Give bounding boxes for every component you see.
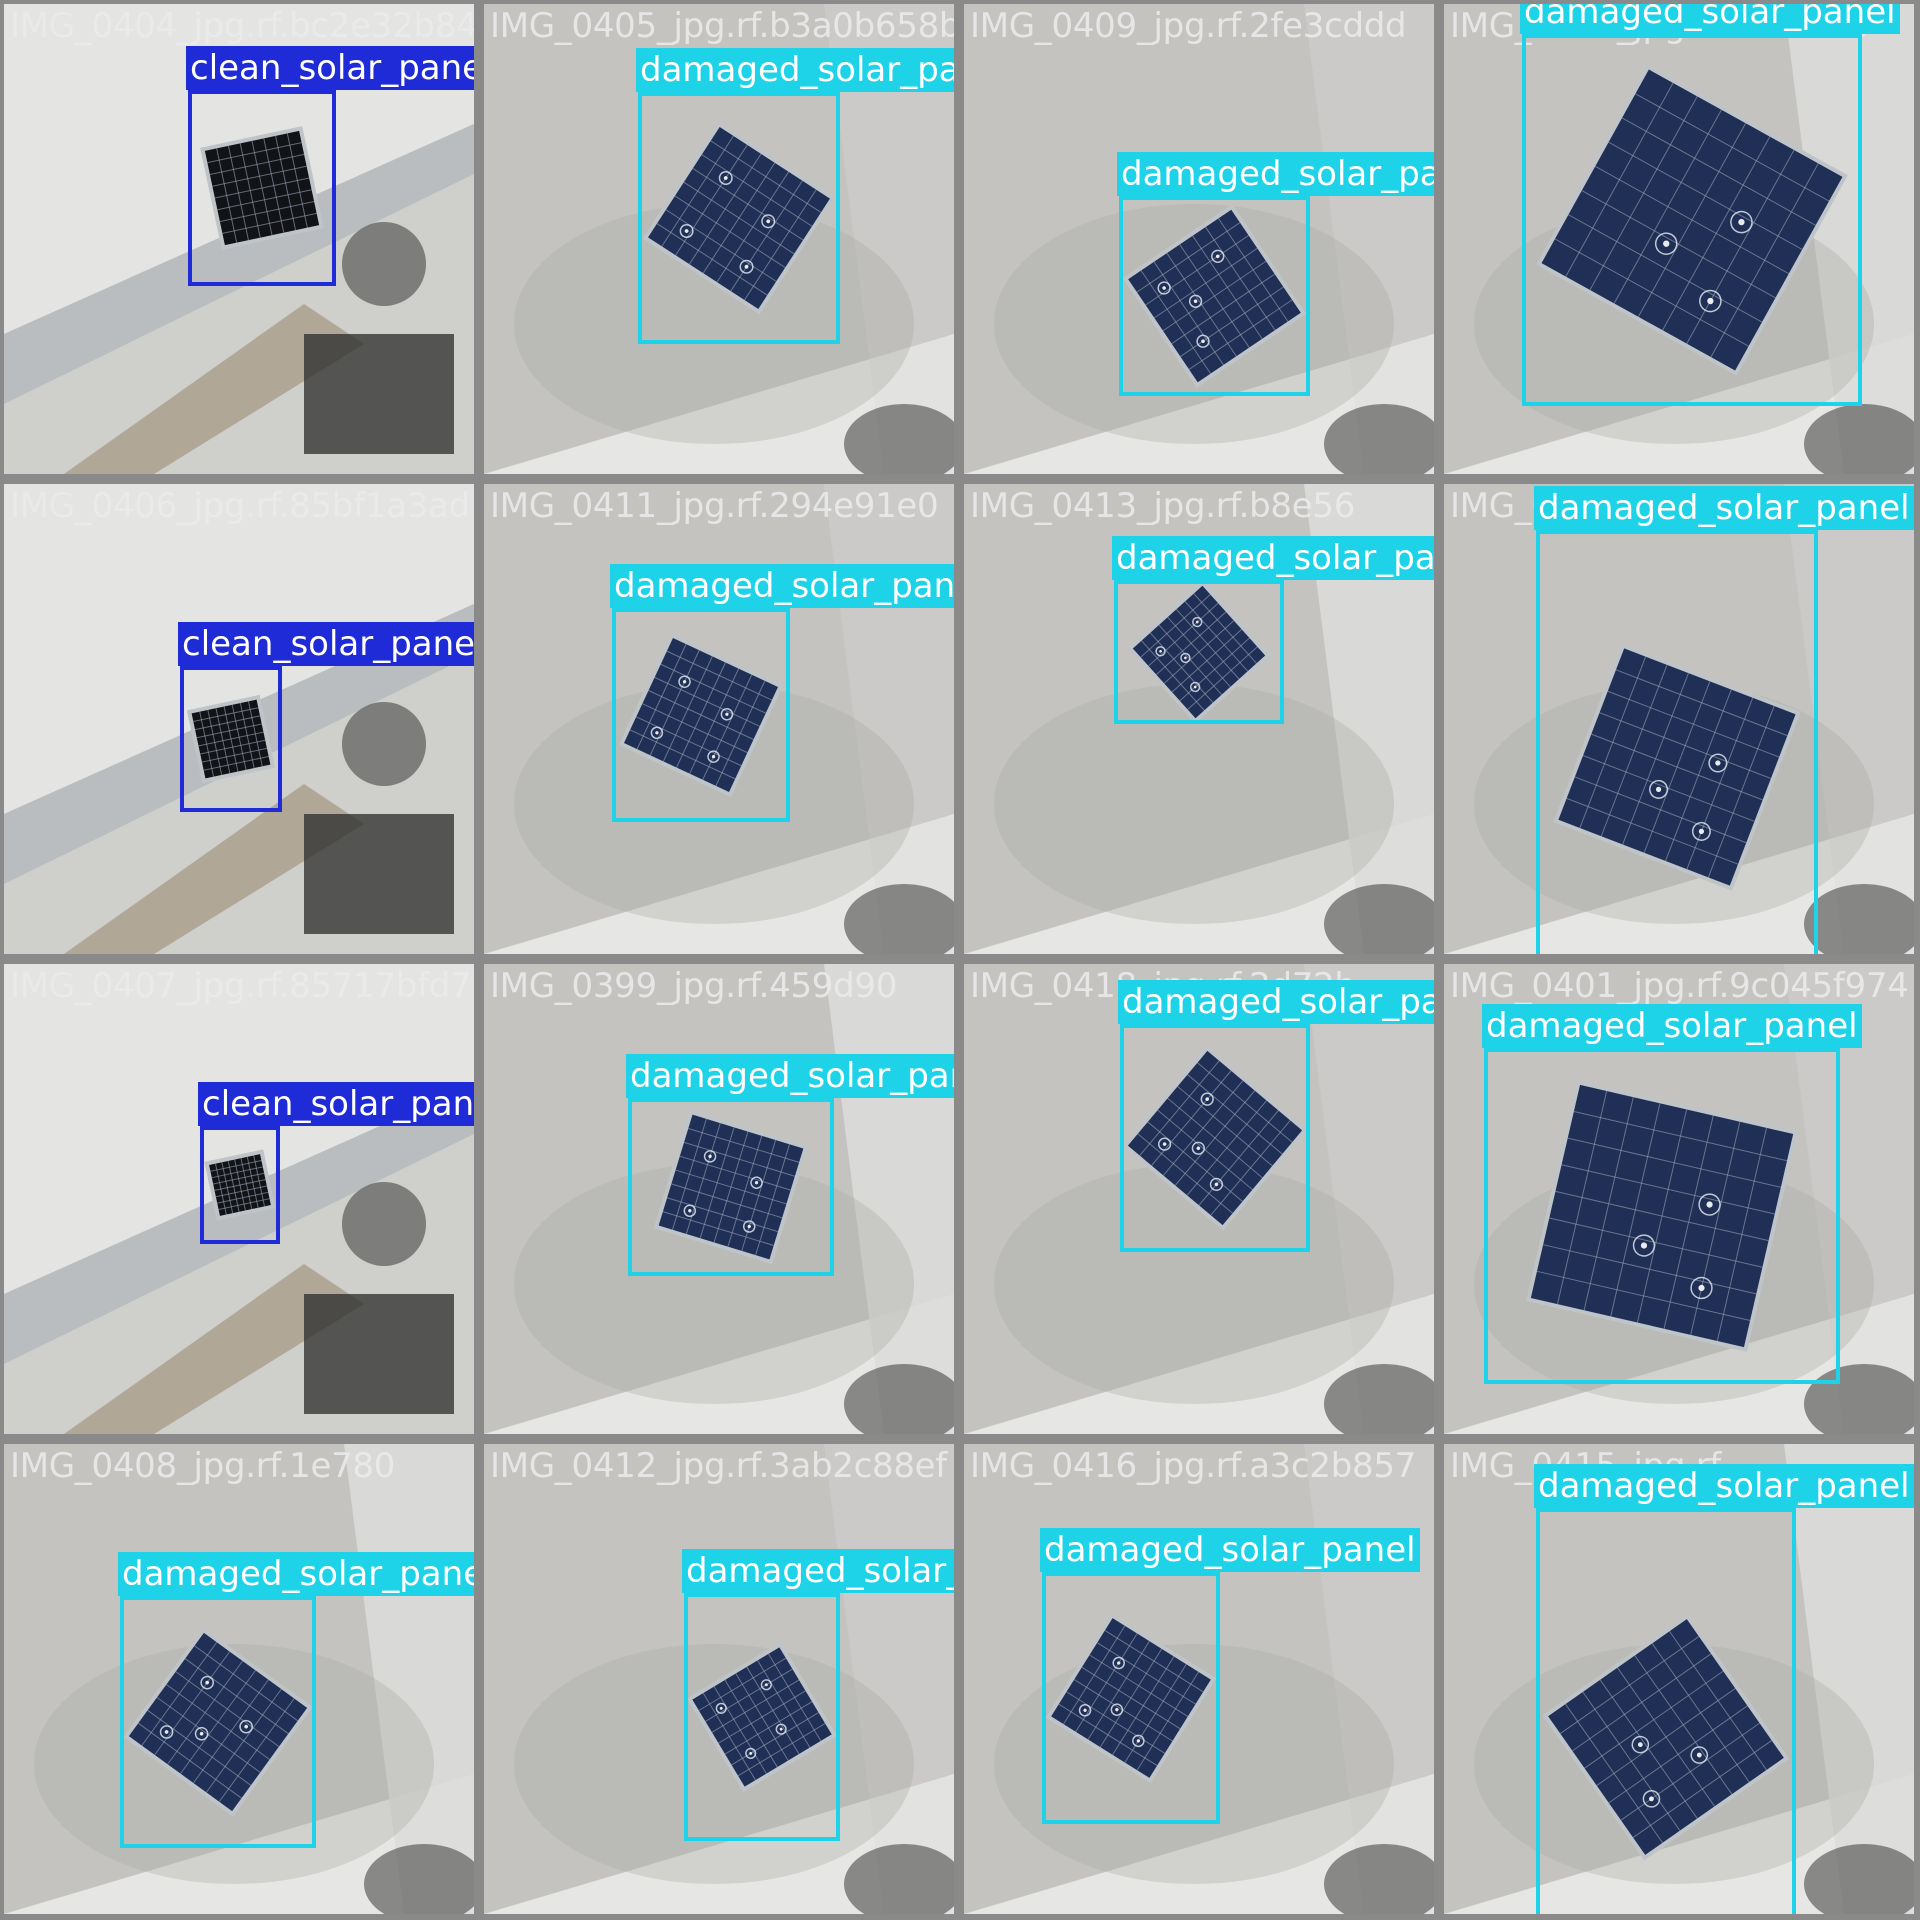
image-tile: IMG_0412_jpg.rf.3ab2c88ef damaged_solar_p… bbox=[484, 1444, 954, 1914]
solar-panel-photo bbox=[484, 964, 954, 1434]
detection-box: damaged_solar_panel bbox=[1118, 980, 1434, 1252]
solar-panel-photo bbox=[4, 1444, 474, 1914]
image-filename: IMG_0409_jpg.rf.2fe3cddd bbox=[970, 6, 1407, 46]
image-tile: IMG_0409_jpg.rf.2fe3cddd damaged_solar_pa… bbox=[964, 4, 1434, 474]
detection-box: clean_solar_panel bbox=[178, 622, 474, 812]
class-label: clean_solar_panel bbox=[198, 1082, 474, 1126]
class-label: damaged_solar_panel bbox=[1534, 1464, 1914, 1508]
class-label: damaged_solar_panel bbox=[1534, 486, 1914, 530]
image-filename: IMG_0406_jpg.rf.85bf1a3ad bbox=[10, 486, 470, 526]
image-tile: IMG_0415_jpg.rfdamaged_solar_panel bbox=[1444, 1444, 1914, 1914]
image-filename: IMG_0416_jpg.rf.a3c2b857 bbox=[970, 1446, 1417, 1486]
detection-box: damaged_solar_panel bbox=[636, 48, 954, 344]
detection-box: damaged_solar_panel bbox=[626, 1054, 954, 1276]
bounding-box bbox=[1120, 1024, 1310, 1252]
bounding-box bbox=[200, 1126, 280, 1244]
bounding-box bbox=[1119, 196, 1310, 396]
image-filename: IMG_0401_jpg.rf.9c045f974 bbox=[1450, 966, 1909, 1006]
detection-box: clean_solar_panel bbox=[198, 1082, 474, 1244]
detection-box: damaged_solar_panel bbox=[610, 564, 954, 822]
class-label: damaged_solar_panel bbox=[1118, 980, 1434, 1024]
image-filename: IMG_0411_jpg.rf.294e91e0 bbox=[490, 486, 939, 526]
solar-panel-photo bbox=[964, 1444, 1434, 1914]
detection-box: damaged_solar_panel bbox=[1040, 1528, 1420, 1824]
class-label: damaged_solar_panel bbox=[1040, 1528, 1420, 1572]
image-tile: IMG_0410_jpg.rf.106f2b8damaged_solar_pan… bbox=[1444, 4, 1914, 474]
image-tile: IMG_0416_jpg.rf.a3c2b857 damaged_solar_pa… bbox=[964, 1444, 1434, 1914]
bounding-box bbox=[1114, 580, 1284, 724]
bounding-box bbox=[1536, 1508, 1796, 1914]
image-tile: IMG_0418_jpg.rf.2d72bdamaged_solar_panel bbox=[964, 964, 1434, 1434]
image-filename: IMG_0412_jpg.rf.3ab2c88ef bbox=[490, 1446, 947, 1486]
class-label: damaged_solar_panel bbox=[118, 1552, 474, 1596]
image-filename: IMG_0399_jpg.rf.459d90 bbox=[490, 966, 898, 1006]
bounding-box bbox=[612, 608, 790, 822]
solar-panel-photo bbox=[1444, 1444, 1914, 1914]
image-tile: IMG_0405_jpg.rf.b3a0b658b damaged_solar_p… bbox=[484, 4, 954, 474]
image-tile: IMG_0404_jpg.rf.bc2e32b84 clean_solar_pan… bbox=[4, 4, 474, 474]
image-tile: IMG_0406_jpg.rf.85bf1a3ad clean_solar_pan… bbox=[4, 484, 474, 954]
class-label: damaged_solar_panel bbox=[682, 1549, 954, 1593]
image-tile: IMG_0407_jpg.rf.85717bfd7 clean_solar_pan… bbox=[4, 964, 474, 1434]
detection-box: damaged_solar_panel bbox=[1482, 1004, 1862, 1384]
solar-panel-photo bbox=[484, 484, 954, 954]
image-filename: IMG_0404_jpg.rf.bc2e32b84 bbox=[10, 6, 474, 46]
detection-box: damaged_solar_panel bbox=[1112, 536, 1434, 724]
bounding-box bbox=[684, 1593, 840, 1841]
image-filename: IMG_0408_jpg.rf.1e780 bbox=[10, 1446, 396, 1486]
image-tile: IMG_0411_jpg.rf.294e91e0 damaged_solar_pa… bbox=[484, 484, 954, 954]
image-tile: IMG_0413_jpg.rf.b8e56 damaged_solar_panel bbox=[964, 484, 1434, 954]
image-filename: IMG_0405_jpg.rf.b3a0b658b bbox=[490, 6, 954, 46]
detection-box: damaged_solar_panel bbox=[118, 1552, 474, 1848]
detection-box: damaged_solar_panel bbox=[1534, 1464, 1914, 1914]
class-label: damaged_solar_panel bbox=[1117, 152, 1434, 196]
class-label: damaged_solar_panel bbox=[1112, 536, 1434, 580]
bounding-box bbox=[180, 666, 282, 812]
image-tile: IMG_0402_jpg.rfdamaged_solar_panel bbox=[1444, 484, 1914, 954]
image-tile: IMG_0408_jpg.rf.1e780 damaged_solar_panel bbox=[4, 1444, 474, 1914]
detection-box: damaged_solar_panel bbox=[1534, 486, 1914, 954]
solar-panel-photo bbox=[964, 964, 1434, 1434]
bounding-box bbox=[188, 90, 336, 286]
class-label: damaged_solar_panel bbox=[626, 1054, 954, 1098]
class-label: clean_solar_panel bbox=[178, 622, 474, 666]
class-label: damaged_solar_panel bbox=[610, 564, 954, 608]
detection-box: damaged_solar_panel bbox=[682, 1549, 954, 1841]
class-label: damaged_solar_panel bbox=[1482, 1004, 1862, 1048]
image-filename: IMG_0407_jpg.rf.85717bfd7 bbox=[10, 966, 472, 1006]
bounding-box bbox=[1042, 1572, 1220, 1824]
bounding-box bbox=[1484, 1048, 1840, 1384]
solar-panel-photo bbox=[4, 484, 474, 954]
class-label: clean_solar_panel bbox=[186, 46, 474, 90]
solar-panel-photo bbox=[964, 4, 1434, 474]
image-tile: IMG_0399_jpg.rf.459d90 damaged_solar_pane… bbox=[484, 964, 954, 1434]
bounding-box bbox=[1522, 34, 1862, 406]
image-filename: IMG_0413_jpg.rf.b8e56 bbox=[970, 486, 1356, 526]
bounding-box bbox=[638, 92, 840, 344]
detection-box: clean_solar_panel bbox=[186, 46, 474, 286]
bounding-box bbox=[628, 1098, 834, 1276]
solar-panel-photo bbox=[1444, 964, 1914, 1434]
class-label: damaged_solar_panel bbox=[636, 48, 954, 92]
class-label: damaged_solar_panel bbox=[1520, 4, 1900, 34]
detection-box: damaged_solar_panel bbox=[1520, 4, 1900, 406]
bounding-box bbox=[1536, 530, 1818, 954]
image-tile: IMG_0401_jpg.rf.9c045f974 damaged_solar_p… bbox=[1444, 964, 1914, 1434]
detection-box: damaged_solar_panel bbox=[1117, 152, 1434, 396]
bounding-box bbox=[120, 1596, 316, 1848]
